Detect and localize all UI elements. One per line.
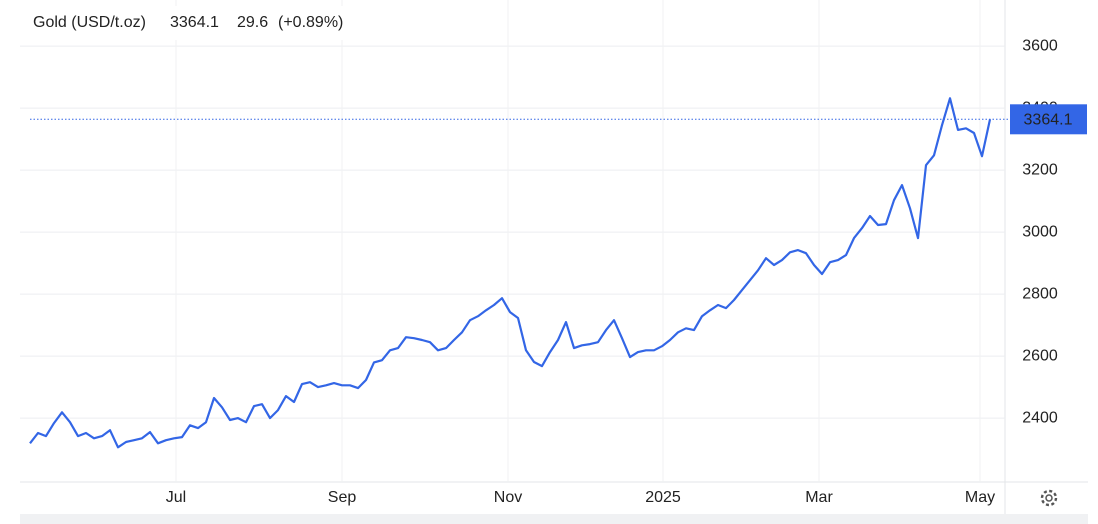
y-tick-label: 2800 (1022, 285, 1058, 302)
y-tick-label: 2600 (1022, 347, 1058, 364)
x-tick-label: 2025 (645, 489, 681, 506)
header-bg (0, 6, 365, 40)
x-tick-label: Jul (166, 489, 186, 506)
x-tick-label: Sep (328, 489, 357, 506)
y-tick-label: 3200 (1022, 161, 1058, 178)
x-tick-label: Nov (494, 489, 522, 506)
x-tick-label: May (965, 489, 995, 506)
price-tag-label: 3364.1 (1024, 112, 1073, 129)
price-line (29, 97, 992, 449)
plot (29, 97, 1010, 449)
change: 29.6 (237, 14, 268, 31)
settings-icon[interactable] (1040, 489, 1058, 507)
price-tag (1010, 104, 1087, 135)
y-tick-label: 2400 (1022, 409, 1058, 426)
bottom-strip (20, 514, 1088, 524)
y-tick-label: 3000 (1022, 223, 1058, 240)
change-percent: (+0.89%) (278, 14, 343, 31)
y-tick-label: 3600 (1022, 37, 1058, 54)
chart-title: Gold (USD/t.oz) (33, 14, 146, 31)
last-price: 3364.1 (170, 14, 219, 31)
x-tick-label: Mar (805, 489, 833, 506)
grid (20, 0, 1005, 482)
